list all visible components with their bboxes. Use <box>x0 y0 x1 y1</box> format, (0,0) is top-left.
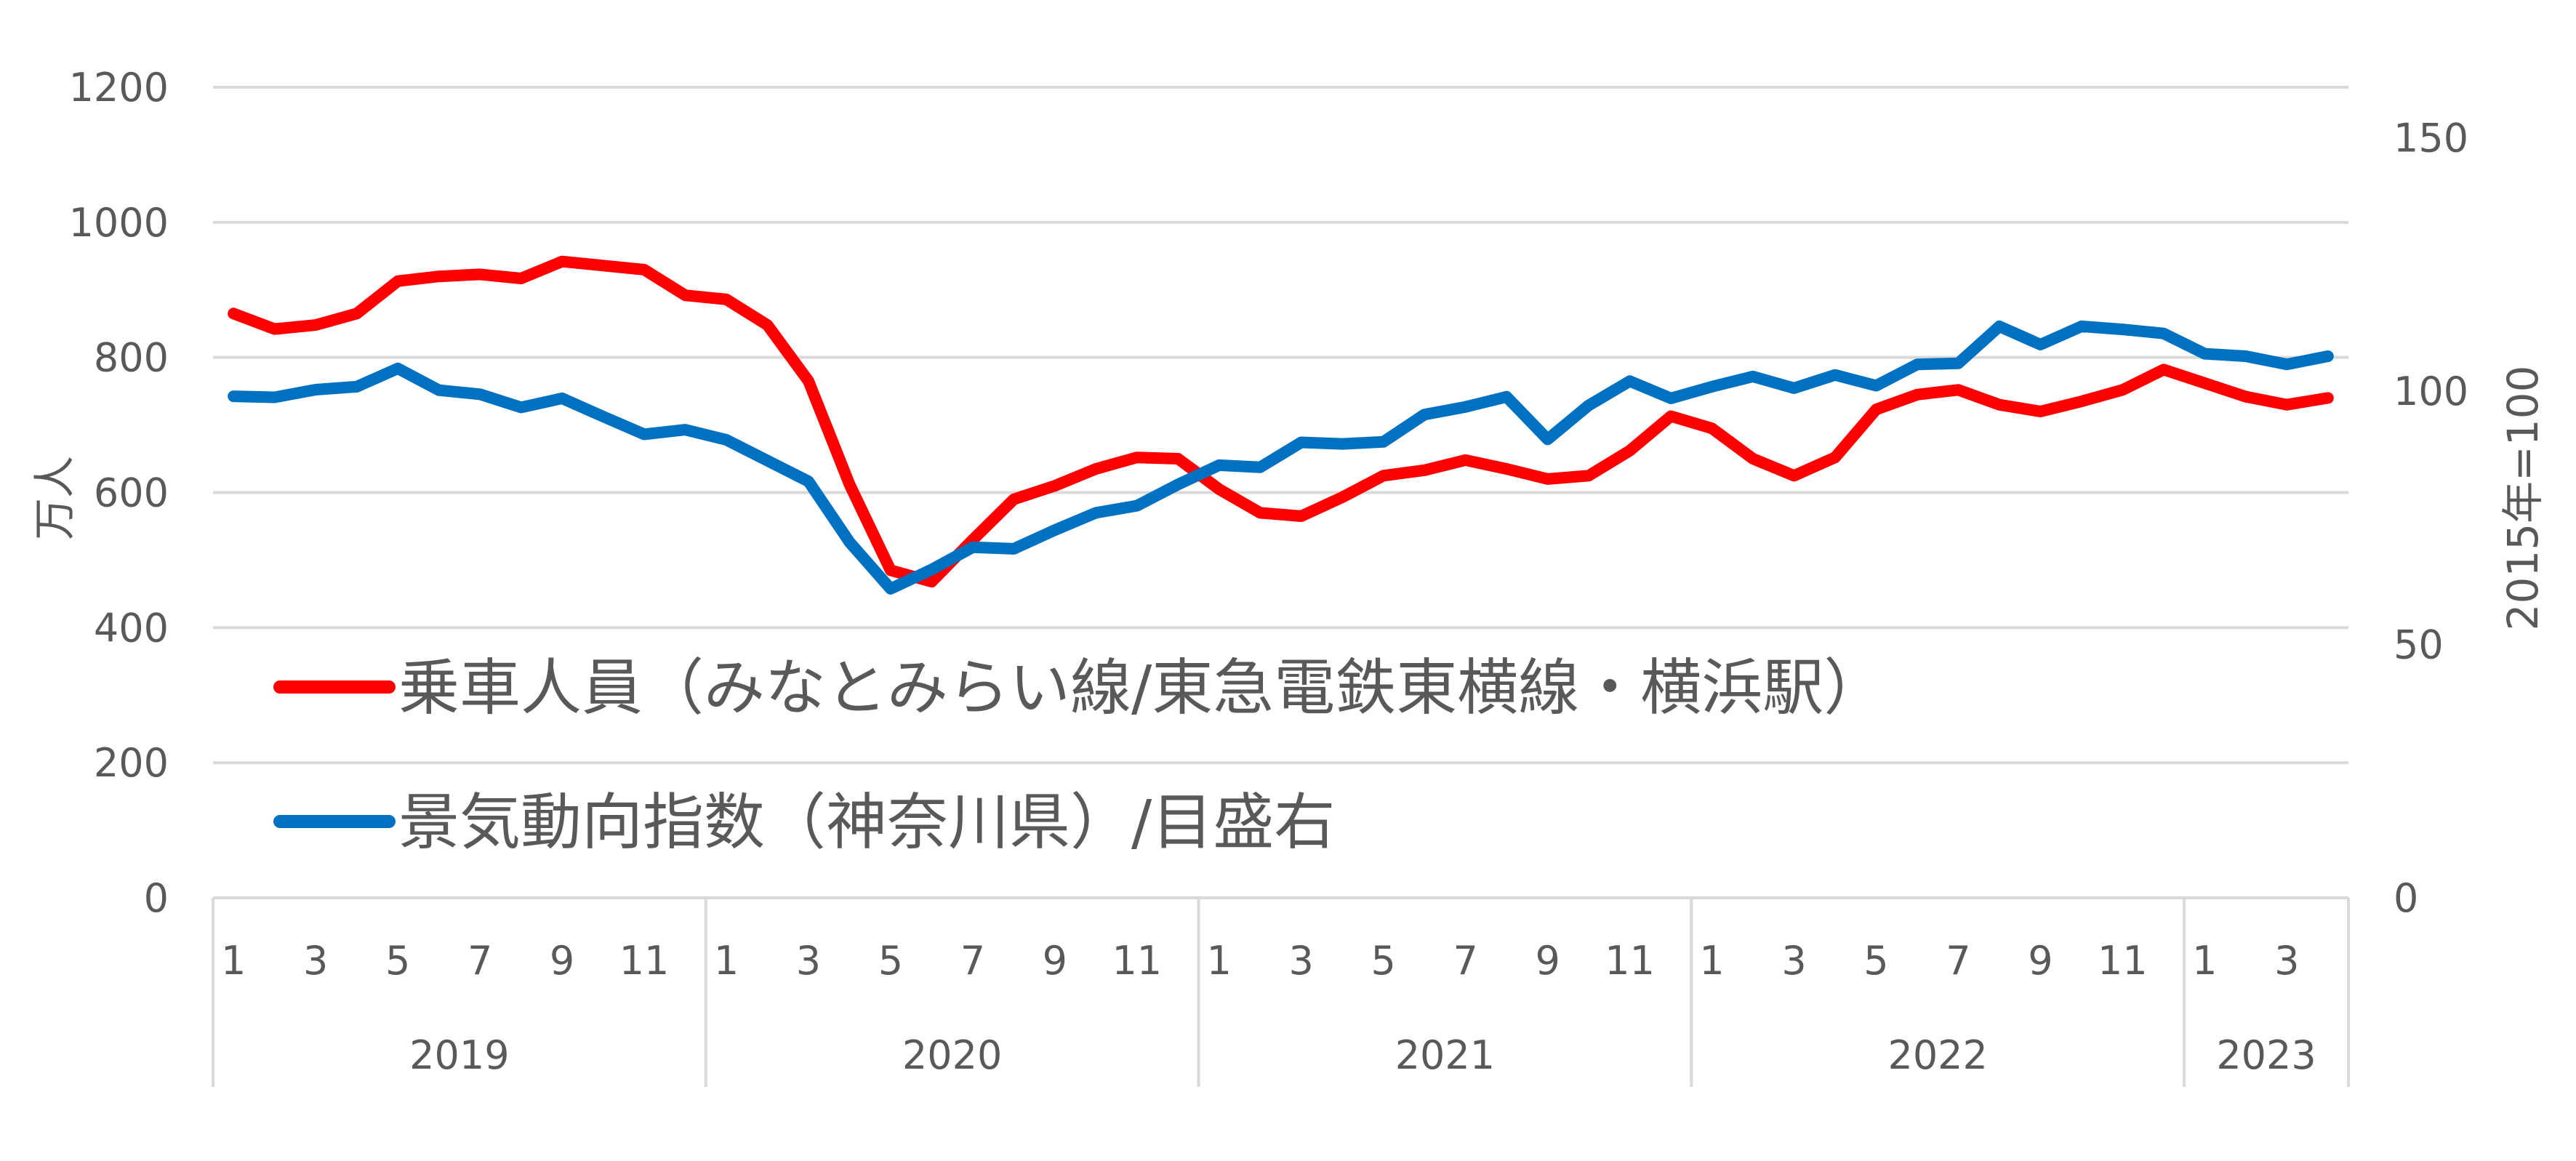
left-tick-label: 200 <box>94 740 169 786</box>
year-label: 2021 <box>1395 1032 1495 1078</box>
left-tick-label: 1200 <box>69 65 169 111</box>
right-axis-ticks: 0 50 100 150 <box>2394 116 2468 921</box>
series-layer <box>228 255 2334 595</box>
left-axis-title: 万人 <box>30 456 79 540</box>
year-label: 2022 <box>1887 1032 1987 1078</box>
month-tick-label: 1 <box>714 938 739 984</box>
month-tick-label: 9 <box>1535 938 1560 984</box>
left-tick-label: 1000 <box>69 200 169 246</box>
left-tick-label: 800 <box>94 335 169 381</box>
month-tick-label: 9 <box>550 938 574 984</box>
right-tick-label: 100 <box>2394 369 2468 414</box>
month-tick-label: 3 <box>796 938 821 984</box>
month-tick-label: 3 <box>1781 938 1806 984</box>
month-tick-label: 9 <box>1043 938 1067 984</box>
month-tick-label: 5 <box>1371 938 1396 984</box>
year-label: 2019 <box>409 1032 509 1078</box>
month-tick-label: 11 <box>2098 938 2148 984</box>
legend-label-1: 景気動向指数（神奈川県）/目盛右 <box>398 787 1335 858</box>
month-tick-label: 3 <box>303 938 328 984</box>
left-tick-label: 400 <box>94 605 169 651</box>
month-tick-label: 3 <box>2274 938 2299 984</box>
year-label: 2020 <box>902 1032 1002 1078</box>
series-line-1 <box>228 320 2334 595</box>
month-tick-label: 9 <box>2028 938 2053 984</box>
right-tick-label: 0 <box>2394 875 2418 921</box>
month-tick-label: 7 <box>468 938 492 984</box>
month-tick-label: 1 <box>221 938 246 984</box>
left-tick-label: 0 <box>144 875 169 921</box>
month-tick-label: 3 <box>1289 938 1314 984</box>
month-tick-label: 1 <box>1207 938 1232 984</box>
month-tick-label: 11 <box>1112 938 1162 984</box>
right-axis-title: 2015年=100 <box>2498 366 2548 631</box>
month-tick-label: 7 <box>1453 938 1477 984</box>
month-tick-label: 11 <box>619 938 670 984</box>
month-tick-label: 5 <box>1863 938 1888 984</box>
legend: 乗車人員（みなとみらい線/東急電鉄東横線・横浜駅） 景気動向指数（神奈川県）/目… <box>273 652 1885 858</box>
right-tick-label: 150 <box>2394 116 2468 161</box>
month-tick-label: 7 <box>1946 938 1970 984</box>
month-tick-label: 11 <box>1605 938 1655 984</box>
gridlines <box>213 86 2348 765</box>
series-line-0 <box>228 255 2334 588</box>
month-tick-label: 5 <box>878 938 903 984</box>
month-tick-label: 1 <box>1699 938 1724 984</box>
year-label: 2023 <box>2216 1032 2316 1078</box>
legend-label-0: 乗車人員（みなとみらい線/東急電鉄東横線・横浜駅） <box>398 652 1885 723</box>
month-tick-label: 1 <box>2192 938 2217 984</box>
left-axis-ticks: 0 200 400 600 800 1000 1200 <box>69 65 169 921</box>
month-tick-label: 5 <box>385 938 410 984</box>
month-tick-label: 7 <box>960 938 985 984</box>
left-tick-label: 600 <box>94 470 169 516</box>
right-tick-label: 50 <box>2394 622 2444 668</box>
